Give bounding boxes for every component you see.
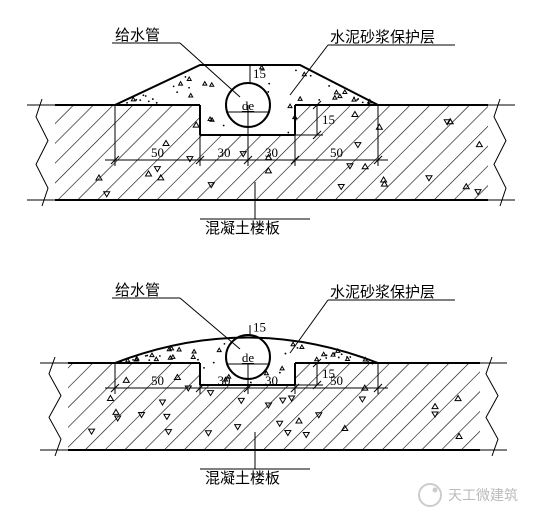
engineering-diagram: de151550303050给水管水泥砂浆保护层混凝土楼板de151550303… (0, 0, 550, 517)
label-concrete-slab: 混凝土楼板 (205, 469, 280, 487)
label-concrete-slab: 混凝土楼板 (205, 219, 280, 237)
watermark: 天工微建筑 (419, 484, 518, 506)
label-mortar-layer: 水泥砂浆保护层 (330, 283, 435, 301)
dim-groove-depth: 15 (322, 112, 335, 127)
label-mortar-layer: 水泥砂浆保护层 (330, 28, 435, 46)
dim-horizontal: 50 (151, 145, 164, 160)
dim-horizontal: 50 (330, 145, 343, 160)
dim-horizontal: 30 (218, 373, 231, 388)
dim-horizontal: 30 (218, 145, 231, 160)
dim-cover-top: 15 (253, 320, 266, 335)
dim-horizontal: 30 (265, 145, 278, 160)
pipe-diameter-label: de (242, 350, 255, 365)
label-water-pipe: 给水管 (115, 282, 160, 299)
dim-horizontal: 50 (151, 373, 164, 388)
dim-horizontal: 30 (265, 373, 278, 388)
dim-cover-top: 15 (253, 66, 266, 81)
dim-horizontal: 50 (330, 373, 343, 388)
svg-text:天工微建筑: 天工微建筑 (448, 488, 518, 504)
label-water-pipe: 给水管 (115, 27, 160, 44)
